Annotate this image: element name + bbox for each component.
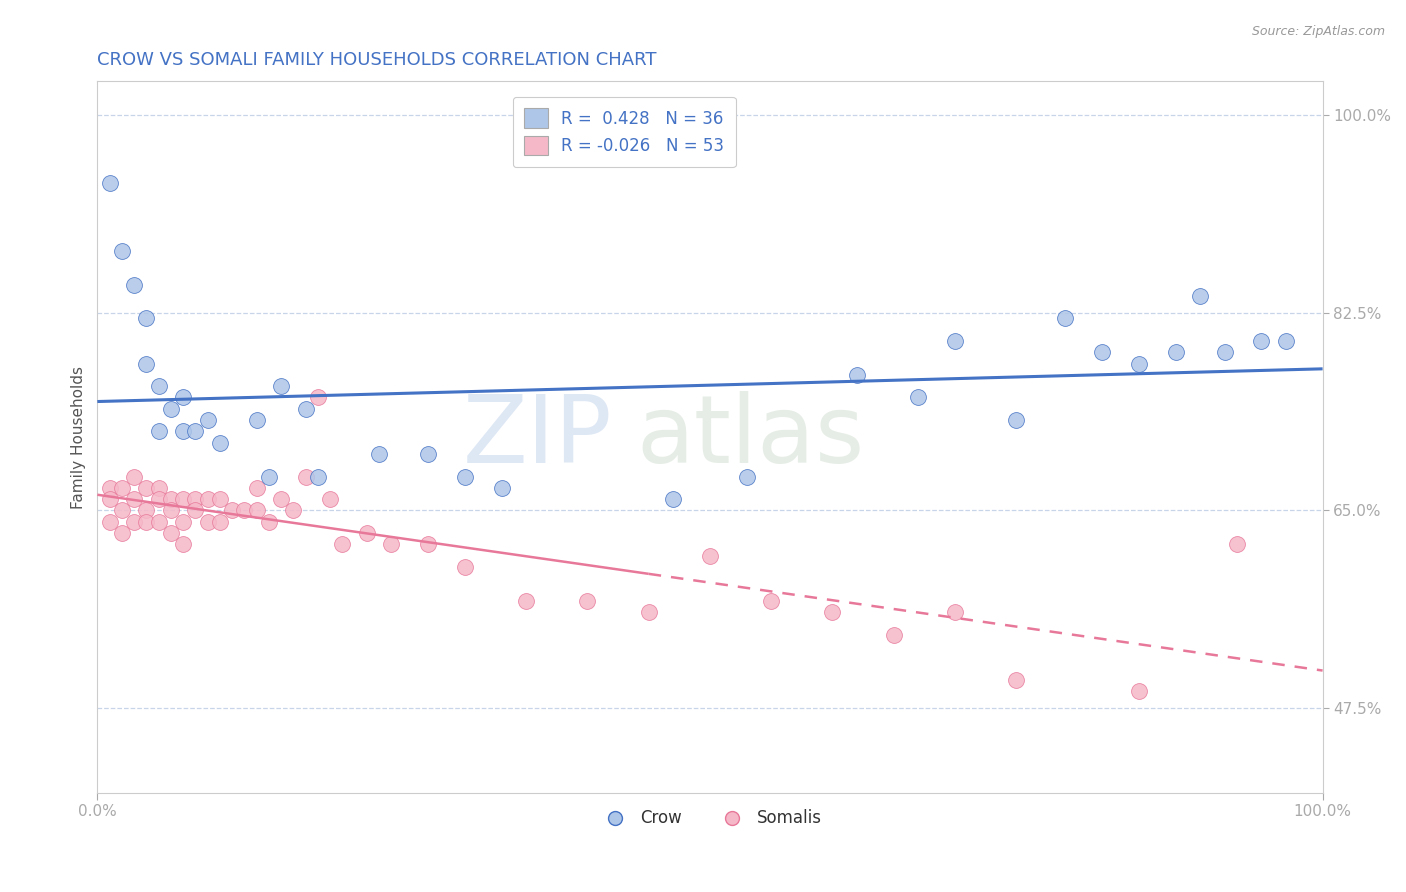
Point bbox=[1189, 289, 1212, 303]
Point bbox=[172, 492, 194, 507]
Point bbox=[576, 593, 599, 607]
Point bbox=[515, 593, 537, 607]
Point bbox=[270, 492, 292, 507]
Point bbox=[135, 311, 157, 326]
Point bbox=[197, 515, 219, 529]
Point bbox=[148, 379, 170, 393]
Point bbox=[662, 492, 685, 507]
Point bbox=[98, 515, 121, 529]
Point bbox=[883, 627, 905, 641]
Point bbox=[454, 469, 477, 483]
Point bbox=[98, 176, 121, 190]
Text: Source: ZipAtlas.com: Source: ZipAtlas.com bbox=[1251, 25, 1385, 38]
Point bbox=[160, 492, 183, 507]
Point bbox=[1128, 684, 1150, 698]
Point bbox=[148, 425, 170, 439]
Point bbox=[380, 537, 402, 551]
Point bbox=[184, 503, 207, 517]
Text: CROW VS SOMALI FAMILY HOUSEHOLDS CORRELATION CHART: CROW VS SOMALI FAMILY HOUSEHOLDS CORRELA… bbox=[97, 51, 657, 69]
Point bbox=[1091, 345, 1114, 359]
Point bbox=[699, 549, 721, 563]
Point bbox=[1005, 413, 1028, 427]
Point bbox=[1213, 345, 1236, 359]
Point bbox=[135, 503, 157, 517]
Point bbox=[418, 447, 440, 461]
Text: atlas: atlas bbox=[637, 391, 865, 483]
Point bbox=[735, 469, 758, 483]
Point bbox=[246, 503, 269, 517]
Point bbox=[1275, 334, 1298, 348]
Point bbox=[160, 526, 183, 541]
Point bbox=[160, 503, 183, 517]
Point bbox=[135, 515, 157, 529]
Point bbox=[637, 605, 659, 619]
Point bbox=[246, 481, 269, 495]
Point bbox=[98, 481, 121, 495]
Point bbox=[943, 605, 966, 619]
Point bbox=[111, 526, 134, 541]
Point bbox=[418, 537, 440, 551]
Point bbox=[197, 413, 219, 427]
Point bbox=[246, 413, 269, 427]
Point bbox=[148, 481, 170, 495]
Point bbox=[368, 447, 391, 461]
Point bbox=[184, 425, 207, 439]
Point bbox=[208, 435, 231, 450]
Point bbox=[122, 515, 145, 529]
Point bbox=[135, 357, 157, 371]
Point bbox=[197, 492, 219, 507]
Point bbox=[821, 605, 844, 619]
Point bbox=[846, 368, 869, 382]
Point bbox=[307, 391, 329, 405]
Point bbox=[184, 492, 207, 507]
Point bbox=[257, 515, 280, 529]
Point bbox=[907, 391, 929, 405]
Point bbox=[172, 515, 194, 529]
Point bbox=[111, 244, 134, 258]
Point bbox=[1005, 673, 1028, 687]
Legend: Crow, Somalis: Crow, Somalis bbox=[592, 803, 828, 834]
Point bbox=[111, 503, 134, 517]
Point bbox=[122, 277, 145, 292]
Point bbox=[172, 425, 194, 439]
Point bbox=[208, 492, 231, 507]
Point bbox=[356, 526, 378, 541]
Point bbox=[208, 515, 231, 529]
Point bbox=[294, 401, 316, 416]
Point bbox=[761, 593, 783, 607]
Point bbox=[491, 481, 513, 495]
Point bbox=[1226, 537, 1249, 551]
Point bbox=[122, 492, 145, 507]
Point bbox=[172, 537, 194, 551]
Point bbox=[1164, 345, 1187, 359]
Point bbox=[307, 469, 329, 483]
Point bbox=[172, 391, 194, 405]
Point bbox=[454, 559, 477, 574]
Point bbox=[122, 469, 145, 483]
Point bbox=[270, 379, 292, 393]
Point bbox=[148, 515, 170, 529]
Point bbox=[148, 492, 170, 507]
Point bbox=[283, 503, 305, 517]
Point bbox=[332, 537, 354, 551]
Point bbox=[221, 503, 243, 517]
Point bbox=[319, 492, 342, 507]
Point bbox=[294, 469, 316, 483]
Point bbox=[233, 503, 256, 517]
Point bbox=[1128, 357, 1150, 371]
Point bbox=[1054, 311, 1077, 326]
Point bbox=[160, 401, 183, 416]
Y-axis label: Family Households: Family Households bbox=[72, 366, 86, 508]
Point bbox=[135, 481, 157, 495]
Point bbox=[257, 469, 280, 483]
Point bbox=[943, 334, 966, 348]
Point bbox=[1250, 334, 1272, 348]
Point bbox=[111, 481, 134, 495]
Point bbox=[98, 492, 121, 507]
Text: ZIP: ZIP bbox=[463, 391, 612, 483]
